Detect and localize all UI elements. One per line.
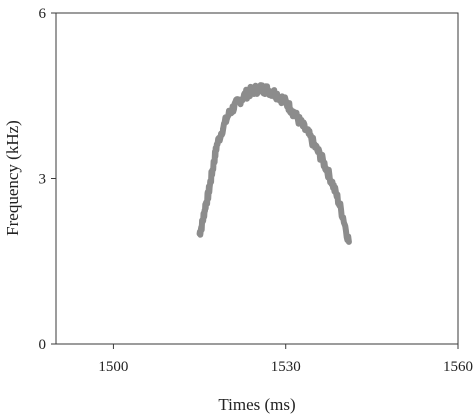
data-point: [277, 94, 283, 100]
data-point: [208, 176, 214, 181]
y-tick-label: 6: [39, 6, 47, 22]
data-point: [306, 131, 312, 137]
data-point: [237, 97, 243, 103]
x-tick-label: 1560: [443, 359, 473, 375]
data-point: [214, 142, 220, 148]
data-point: [220, 126, 226, 132]
data-point: [340, 214, 346, 220]
x-axis-label: Times (ms): [218, 395, 295, 414]
data-point: [323, 164, 329, 170]
data-point: [202, 203, 208, 209]
data-point: [260, 86, 266, 92]
data-point: [346, 239, 352, 245]
y-tick-label: 3: [39, 172, 47, 188]
plot-area: [55, 12, 459, 345]
data-point: [317, 152, 323, 158]
y-tick-label: 0: [39, 337, 47, 353]
data-point: [334, 195, 340, 201]
data-point: [254, 86, 260, 92]
data-point: [205, 192, 211, 198]
data-point: [248, 88, 254, 94]
data-point: [300, 123, 306, 129]
data-point: [231, 104, 237, 110]
x-tick-label: 1500: [98, 359, 128, 375]
y-axis-label: Frequency (kHz): [3, 120, 22, 236]
data-point: [311, 142, 317, 148]
data-point: [271, 90, 277, 96]
data-point: [329, 178, 335, 184]
data-point: [294, 115, 300, 121]
data-point: [199, 220, 205, 226]
data-point: [283, 99, 289, 105]
data-point: [225, 112, 231, 118]
data-point: [197, 231, 203, 237]
data-point: [243, 92, 249, 98]
data-point: [265, 87, 271, 93]
data-point: [288, 107, 294, 113]
data-point: [211, 159, 217, 165]
x-tick-label: 1530: [271, 359, 301, 375]
